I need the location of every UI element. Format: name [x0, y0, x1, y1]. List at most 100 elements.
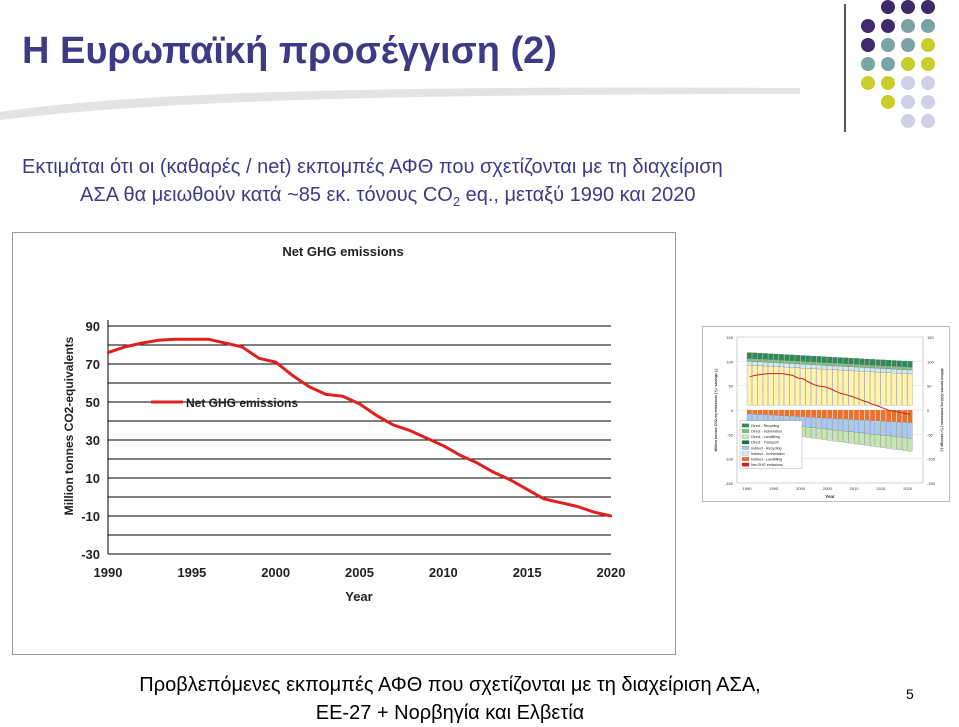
thumb-bar-negative	[886, 410, 891, 422]
thumb-legend-swatch	[741, 457, 750, 461]
series-point	[391, 423, 395, 426]
thumb-bar-negative	[832, 429, 838, 442]
thumb-bar-positive	[779, 362, 784, 368]
thumb-bar-positive	[848, 366, 854, 371]
y-tick-label: -30	[81, 547, 100, 562]
thumb-bar-negative	[864, 410, 870, 421]
series-point	[358, 402, 361, 406]
thumb-x-tick: 2015	[876, 486, 886, 491]
series-point	[559, 501, 562, 504]
thumb-bar-positive	[891, 373, 897, 406]
thumb-bar-positive	[757, 361, 763, 366]
thumb-bar-positive	[907, 373, 913, 406]
thumb-y-tick-right: 100	[927, 359, 934, 364]
series-line-net-ghg-emissions	[107, 337, 612, 518]
thumb-bar-negative	[907, 410, 913, 423]
thumb-bar-positive	[768, 359, 774, 363]
thumb-bar-positive	[891, 366, 897, 370]
series-point	[375, 414, 378, 417]
thumb-y-label-left: Million tonnes CO2-eq emissions (+) / sa…	[714, 368, 718, 452]
thumb-bar-positive	[800, 361, 806, 365]
thumb-bar-negative	[896, 421, 902, 438]
series-point	[140, 341, 143, 345]
x-tick-label: 2020	[597, 565, 626, 580]
thumb-bar-negative	[880, 435, 886, 448]
x-axis-label: Year	[345, 589, 372, 604]
thumb-bar-positive	[837, 366, 843, 371]
thumb-bar-negative	[848, 419, 854, 432]
thumb-bar-negative	[816, 417, 822, 429]
thumb-bar-positive	[896, 360, 902, 367]
thumb-bar-negative	[789, 410, 795, 417]
thumb-bar-positive	[757, 358, 763, 363]
decorative-dot	[901, 95, 915, 109]
thumb-bar-positive	[832, 369, 838, 406]
intro-line-1: Εκτιμάται ότι οι (καθαρές / net) εκπομπέ…	[22, 156, 723, 178]
series-point	[123, 345, 126, 349]
thumb-bar-positive	[848, 370, 854, 406]
thumb-bar-positive	[773, 353, 779, 360]
thumb-bar-negative	[870, 434, 876, 447]
decorative-dot	[921, 114, 935, 128]
decorative-dot	[901, 76, 915, 90]
thumb-bar-negative	[752, 410, 758, 415]
thumb-bar-positive	[896, 366, 902, 370]
title-swoosh-decoration	[0, 87, 800, 120]
decorative-dot	[881, 76, 895, 90]
series-point	[257, 357, 261, 360]
thumb-legend-box	[739, 420, 803, 469]
series-point	[240, 345, 244, 349]
thumb-bar-negative	[784, 410, 790, 416]
thumb-x-tick: 2020	[903, 486, 913, 491]
thumb-y-tick-left: 0	[731, 408, 734, 413]
thumb-bar-negative	[757, 410, 763, 415]
page-number: 5	[906, 686, 914, 702]
thumb-bar-positive	[853, 370, 859, 406]
thumb-bar-positive	[875, 359, 881, 366]
thumb-bar-negative	[875, 410, 881, 421]
decorative-dot	[901, 57, 915, 71]
thumb-bar-negative	[827, 429, 833, 441]
thumb-legend-label: Net GHG emissions	[751, 463, 783, 467]
caption-line-1: Προβλεπόμενες εκπομπές ΑΦΘ που σχετίζοντ…	[139, 674, 761, 696]
thumb-bar-negative	[827, 410, 833, 419]
decorative-dot-grid	[861, 0, 935, 128]
series-point	[207, 338, 210, 341]
thumb-bar-negative	[902, 410, 908, 423]
thumb-y-label-right: Million tonnes CO2-eq emissions (+) / sa…	[940, 369, 944, 453]
decorative-dot	[861, 57, 875, 71]
series-point	[425, 436, 428, 440]
thumb-bar-negative	[811, 417, 817, 428]
thumb-bar-negative	[880, 421, 886, 436]
thumb-legend-swatch	[741, 462, 750, 467]
thumb-bar-positive	[827, 356, 833, 363]
intro-line-2: ΑΣΑ θα μειωθούν κατά ~85 εκ. τόνους CO2 …	[22, 181, 942, 216]
thumb-bar-negative	[752, 414, 758, 422]
decorative-dot	[881, 57, 895, 71]
thumb-bar-positive	[779, 366, 784, 406]
thumb-bar-positive	[752, 352, 758, 359]
thumb-bar-negative	[848, 431, 854, 444]
thumb-bar-negative	[795, 410, 800, 417]
thumb-bar-positive	[762, 353, 768, 360]
thumb-x-label: Year	[825, 494, 835, 499]
thumb-bar-positive	[827, 365, 833, 370]
series-point	[106, 351, 110, 354]
thumb-bar-negative	[854, 410, 859, 420]
thumb-legend-label: Direct - Landfilling	[751, 435, 780, 439]
thumb-bar-positive	[843, 370, 849, 406]
thumb-bar-negative	[843, 410, 849, 420]
series-point	[442, 444, 445, 447]
thumb-bar-positive	[832, 365, 838, 370]
thumb-bar-positive	[843, 357, 849, 364]
thumb-bar-negative	[896, 410, 902, 423]
thumb-bar-positive	[870, 371, 876, 406]
thumb-bar-positive	[795, 355, 801, 362]
decorative-dot	[921, 57, 935, 71]
series-point	[341, 395, 344, 398]
thumb-bar-positive	[875, 372, 881, 406]
thumb-bar-positive	[864, 358, 870, 365]
thumb-bar-positive	[779, 354, 784, 361]
thumb-bar-negative	[768, 410, 774, 416]
chart-legend: Net GHG emissions	[151, 396, 298, 410]
